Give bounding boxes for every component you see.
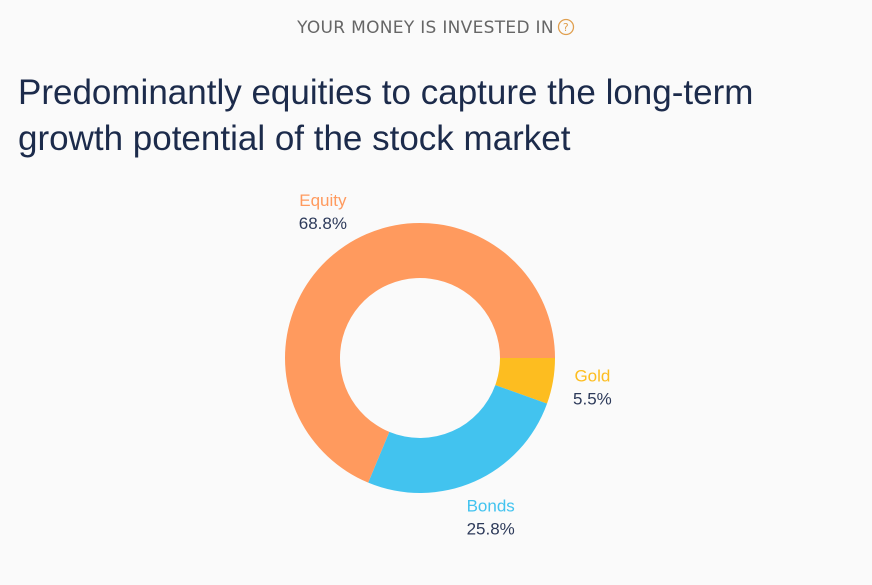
help-icon[interactable]: ? (557, 18, 575, 36)
segment-value: 25.8% (467, 520, 515, 539)
segment-label: Gold (574, 367, 610, 386)
headline: Predominantly equities to capture the lo… (18, 73, 754, 158)
segment-label: Equity (299, 191, 347, 210)
segment-value: 68.8% (299, 214, 347, 233)
section-header: YOUR MONEY IS INVESTED IN? (0, 18, 872, 38)
donut-segment (495, 358, 555, 404)
donut-segment (285, 222, 555, 483)
header-label: YOUR MONEY IS INVESTED IN (297, 18, 554, 38)
donut-segment (368, 385, 548, 494)
segment-label: Bonds (467, 497, 515, 516)
svg-text:?: ? (563, 21, 569, 34)
segment-value: 5.5% (573, 390, 612, 409)
